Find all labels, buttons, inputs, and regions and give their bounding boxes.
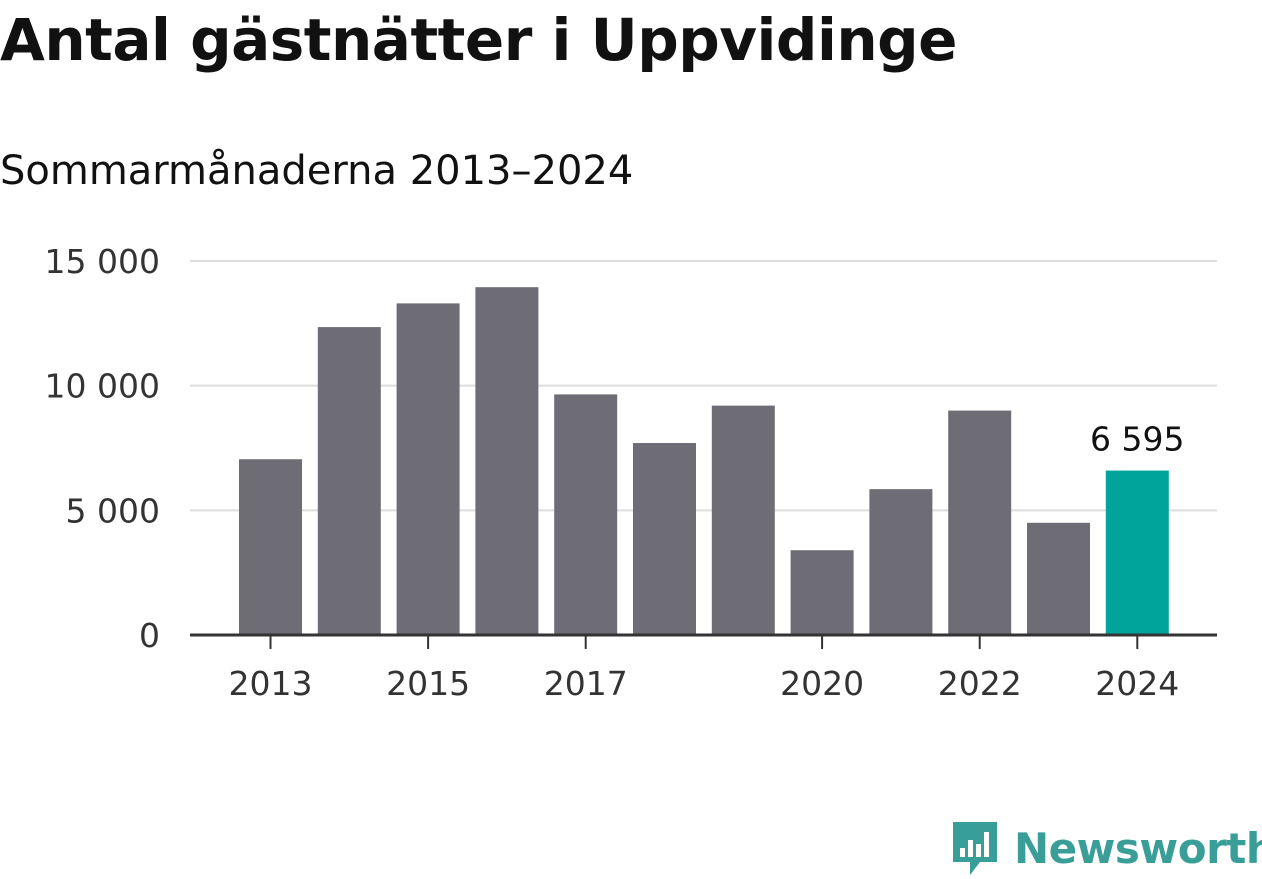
y-tick-label: 0 [139,616,160,655]
bar-2015 [396,303,460,635]
newsworthy-logo: Newsworthy [950,818,1262,878]
x-tick-label: 2020 [780,664,864,703]
x-tick-label: 2017 [544,664,628,703]
x-tick-label: 2024 [1095,664,1179,703]
bar-2023 [1027,522,1090,635]
bar-2021 [869,489,933,635]
x-tick-label: 2022 [938,664,1022,703]
chart-subtitle: Sommarmånaderna 2013–2024 [0,148,634,194]
bars [239,287,1169,635]
y-tick-label: 5 000 [66,491,160,530]
x-tick-label: 2015 [386,664,470,703]
bar-2014 [317,327,381,635]
brand-name: Newsworthy [1014,823,1262,873]
bar-2017 [554,394,618,635]
chart-title: Antal gästnätter i Uppvidinge [0,6,957,74]
y-axis-ticks: 0 5 000 10 000 15 000 [45,242,160,655]
data-labels: 6 595 [1090,420,1184,459]
bar-2022 [948,410,1012,635]
x-tick-label: 2013 [229,664,313,703]
newsworthy-logo-icon [953,822,997,875]
bar-2019 [711,405,775,635]
bar-2024 [1105,470,1169,635]
bar-2013 [239,459,302,635]
bar-2016 [475,287,539,635]
x-axis-ticks: 2013 2015 2017 2020 2022 2024 [229,635,1179,703]
bar-2018 [633,443,696,635]
data-label-2024: 6 595 [1090,420,1184,459]
y-tick-label: 15 000 [45,242,160,281]
bar-2020 [790,550,854,635]
y-tick-label: 10 000 [45,367,160,406]
